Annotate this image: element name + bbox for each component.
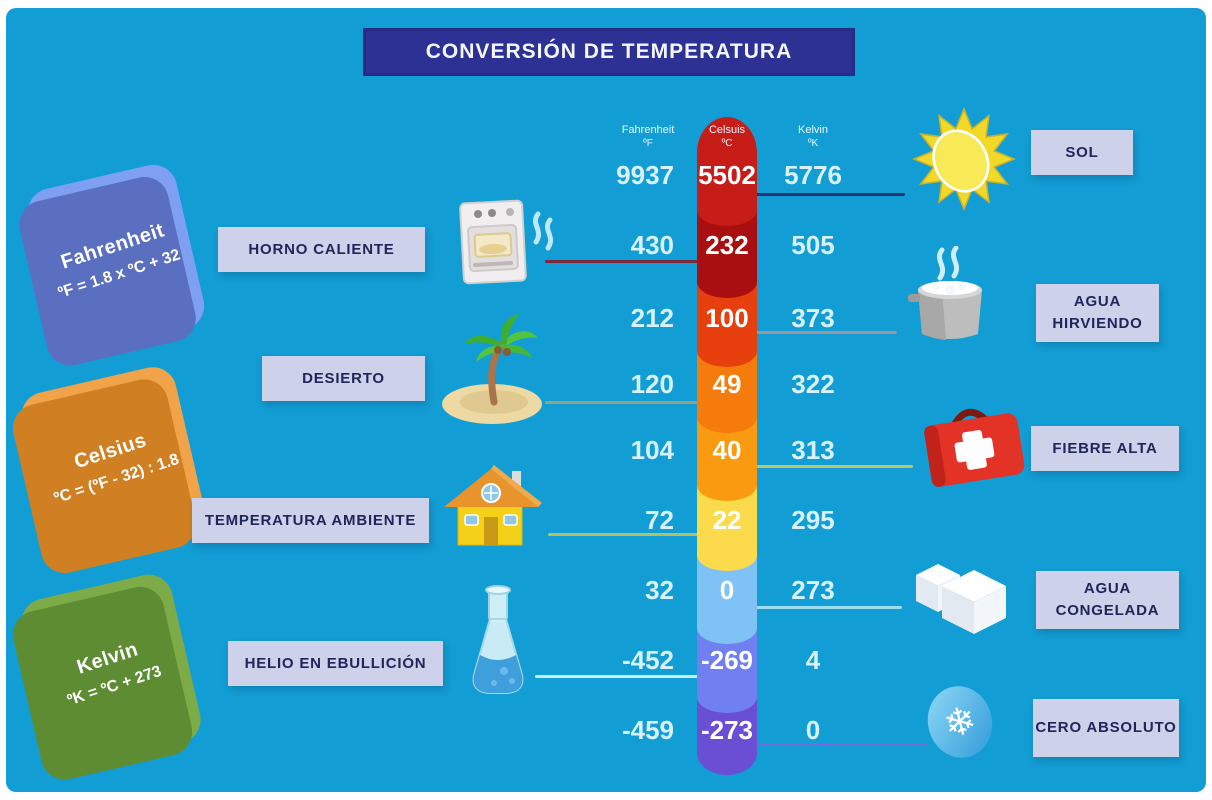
kelvin-value: 273 <box>791 575 835 605</box>
celsius-value: 40 <box>712 435 742 465</box>
ice-cubes-icon <box>916 564 1006 634</box>
background <box>6 8 1206 792</box>
fahrenheit-value: 212 <box>630 303 674 333</box>
connector-congelada <box>755 606 902 609</box>
column-header-fahrenheit: Fahrenheit ºF <box>603 124 693 150</box>
connector-horno <box>545 260 699 263</box>
house-icon <box>444 465 542 546</box>
column-header-celsius-unit: ºC <box>721 137 733 149</box>
kelvin-value: 313 <box>791 435 835 465</box>
celsius-value: 5502 <box>698 160 756 190</box>
connector-cero <box>755 743 928 746</box>
celsius-value: 22 <box>712 505 742 535</box>
fahrenheit-value: -459 <box>621 715 674 745</box>
fahrenheit-value: 72 <box>645 505 674 535</box>
connector-desierto <box>545 401 699 404</box>
kelvin-value: 5776 <box>784 160 842 190</box>
fahrenheit-value: 9937 <box>616 160 674 190</box>
label-fiebre-alta: FIEBRE ALTA <box>1031 426 1179 471</box>
palm-island-icon <box>442 314 542 424</box>
kelvin-value: 373 <box>791 303 835 333</box>
kelvin-value: 322 <box>791 369 835 399</box>
celsius-value: 232 <box>705 230 749 260</box>
connector-hirviendo <box>755 331 897 334</box>
label-helio-en-ebullicion: HELIO EN EBULLICIÓN <box>228 641 443 686</box>
page-title: CONVERSIÓN DE TEMPERATURA <box>363 28 855 76</box>
celsius-value: -273 <box>700 715 754 745</box>
label-temperatura-ambiente: TEMPERATURA AMBIENTE <box>192 498 429 543</box>
column-header-kelvin-label: Kelvin <box>798 124 828 136</box>
kelvin-value: 0 <box>805 715 821 745</box>
column-header-celsius: Celsuis ºC <box>697 124 757 150</box>
label-cero-absoluto: CERO ABSOLUTO <box>1033 699 1179 757</box>
sun-icon <box>912 107 1016 211</box>
oven-icon <box>459 199 554 285</box>
connector-sol <box>755 193 905 196</box>
label-horno-caliente: HORNO CALIENTE <box>218 227 425 272</box>
fahrenheit-value: 104 <box>630 435 674 465</box>
celsius-value: 49 <box>712 369 742 399</box>
kelvin-value: 4 <box>805 645 821 675</box>
first-aid-icon <box>924 408 1025 487</box>
pot-icon <box>908 246 982 340</box>
label-desierto: DESIERTO <box>262 356 425 401</box>
connector-ambiente <box>548 533 699 536</box>
fahrenheit-value: 430 <box>630 230 674 260</box>
fahrenheit-value: 32 <box>645 575 674 605</box>
kelvin-value: 295 <box>791 505 835 535</box>
segment-5502 <box>697 117 757 226</box>
fahrenheit-value: 120 <box>630 369 674 399</box>
column-header-fahrenheit-unit: ºF <box>643 137 653 149</box>
connector-helio <box>535 675 699 678</box>
column-header-kelvin: Kelvin ºK <box>768 124 858 150</box>
connector-fiebre <box>755 465 913 468</box>
fahrenheit-value: -452 <box>621 645 674 675</box>
celsius-value: -269 <box>700 645 754 675</box>
celsius-value: 100 <box>705 303 749 333</box>
kelvin-value: 505 <box>791 230 835 260</box>
celsius-value: 0 <box>719 575 735 605</box>
label-sol: SOL <box>1031 130 1133 175</box>
column-header-kelvin-unit: ºK <box>807 137 819 149</box>
thermometer-column <box>697 117 757 775</box>
label-agua-congelada: AGUA CONGELADA <box>1036 571 1179 629</box>
label-agua-hirviendo: AGUA HIRVIENDO <box>1036 284 1159 342</box>
snowflake-glyph: ❄ <box>939 698 981 747</box>
column-header-celsius-label: Celsuis <box>708 124 746 136</box>
column-header-fahrenheit-label: Fahrenheit <box>621 124 675 136</box>
flask-icon <box>472 585 524 694</box>
